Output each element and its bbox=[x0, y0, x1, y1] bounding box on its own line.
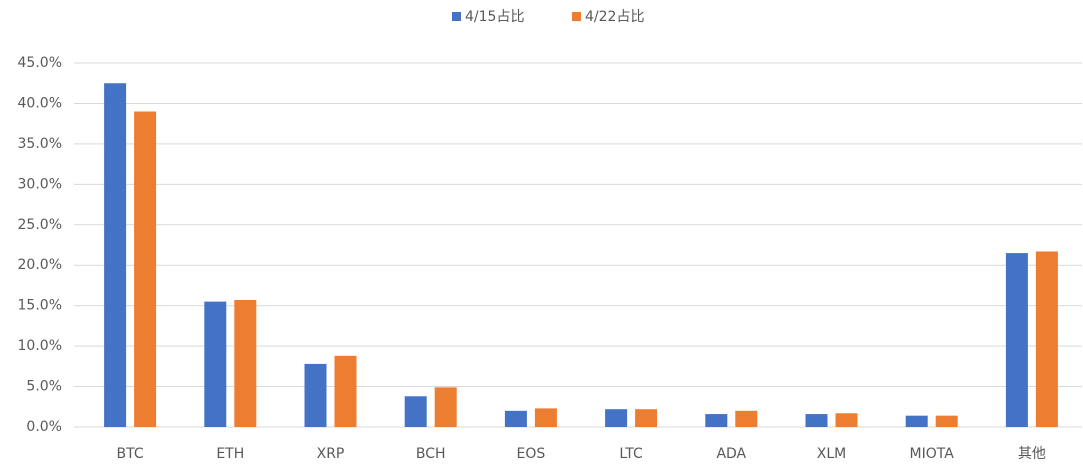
y-tick-label: 40.0% bbox=[18, 95, 62, 111]
y-tick-label: 10.0% bbox=[18, 338, 62, 354]
bar bbox=[234, 300, 257, 427]
bar bbox=[605, 409, 628, 427]
legend-label: 4/15占比 bbox=[465, 9, 524, 25]
bar bbox=[735, 410, 758, 427]
bar bbox=[534, 408, 557, 427]
bar bbox=[1035, 251, 1058, 427]
bar bbox=[835, 413, 858, 427]
x-tick-label: ETH bbox=[216, 446, 244, 462]
x-tick-label: XLM bbox=[817, 446, 846, 462]
bar bbox=[905, 415, 928, 427]
bar bbox=[304, 363, 327, 427]
x-tick-label: MIOTA bbox=[910, 446, 955, 462]
bar bbox=[1005, 253, 1028, 427]
y-tick-label: 0.0% bbox=[26, 419, 62, 435]
x-tick-label: LTC bbox=[619, 446, 643, 462]
bar bbox=[104, 83, 127, 427]
y-tick-label: 15.0% bbox=[18, 298, 62, 314]
x-tick-label: BCH bbox=[416, 446, 446, 462]
x-tick-label: ADA bbox=[716, 446, 746, 462]
y-tick-label: 45.0% bbox=[18, 55, 62, 71]
x-tick-label: XRP bbox=[317, 446, 345, 462]
bar bbox=[434, 387, 457, 427]
y-tick-label: 20.0% bbox=[18, 257, 62, 273]
bar bbox=[935, 415, 958, 427]
bar bbox=[204, 301, 227, 427]
bar bbox=[635, 409, 658, 427]
bar bbox=[805, 414, 828, 427]
legend-label: 4/22占比 bbox=[585, 9, 644, 25]
x-tick-label: BTC bbox=[117, 446, 144, 462]
y-tick-label: 30.0% bbox=[18, 176, 62, 192]
bar bbox=[134, 111, 157, 428]
x-tick-label: EOS bbox=[517, 446, 546, 462]
bar bbox=[705, 414, 728, 427]
bar bbox=[504, 410, 527, 427]
bar bbox=[404, 396, 427, 427]
y-tick-label: 25.0% bbox=[18, 217, 62, 233]
y-tick-label: 35.0% bbox=[18, 136, 62, 152]
bar bbox=[334, 355, 357, 427]
legend-swatch bbox=[572, 12, 581, 21]
legend-swatch bbox=[452, 12, 461, 21]
y-tick-label: 5.0% bbox=[26, 379, 62, 395]
x-tick-label: 其他 bbox=[1018, 446, 1046, 462]
